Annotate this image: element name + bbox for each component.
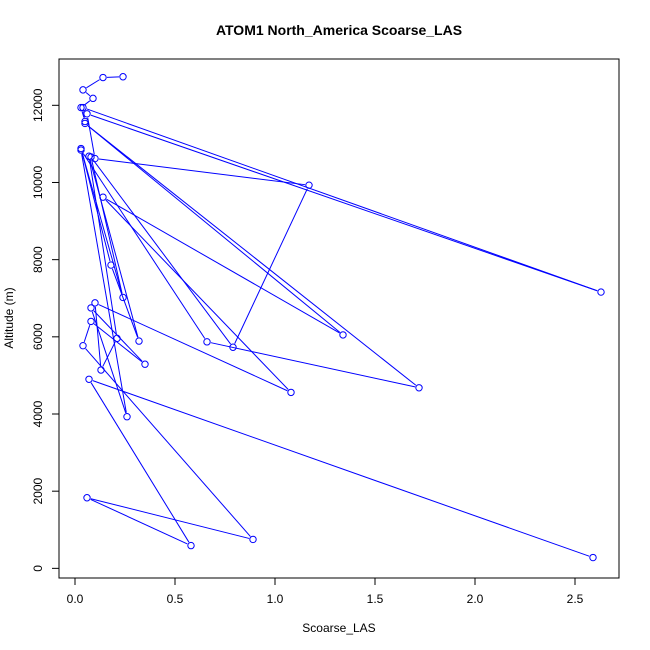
data-point <box>91 154 99 163</box>
data-point <box>107 261 115 269</box>
data-points <box>77 73 605 562</box>
series-line-segment <box>81 153 127 413</box>
series-line-segment <box>92 380 590 557</box>
data-point <box>119 73 127 81</box>
data-point <box>123 413 131 421</box>
series-line-segment <box>87 117 95 155</box>
data-point <box>99 193 107 201</box>
data-point <box>99 73 107 82</box>
x-tick-label: 2.5 <box>567 592 584 606</box>
data-point <box>187 541 195 550</box>
series-line-segment <box>93 323 143 363</box>
data-point <box>135 337 143 345</box>
data-point <box>83 110 91 118</box>
series-line-segment <box>85 348 251 537</box>
x-tick-label: 0.0 <box>67 592 84 606</box>
x-tick-label: 1.5 <box>367 592 384 606</box>
series-line-segment <box>90 114 598 292</box>
y-tick-label: 8000 <box>31 246 45 273</box>
series-line-segment <box>105 199 289 390</box>
series-line-segment <box>210 342 416 388</box>
data-point <box>79 103 87 112</box>
y-tick-label: 4000 <box>31 400 45 427</box>
data-point <box>79 342 87 350</box>
data-point <box>203 338 211 346</box>
data-point <box>83 494 91 502</box>
data-lines <box>81 76 598 557</box>
data-point <box>287 388 295 397</box>
data-point <box>415 384 423 392</box>
data-point <box>229 343 237 351</box>
series-line-segment <box>90 498 250 539</box>
data-point <box>87 153 95 161</box>
chart-title: ATOM1 North_America Scoarse_LAS <box>216 22 462 38</box>
series-line-segment <box>81 111 85 118</box>
data-point <box>119 293 127 302</box>
series-line-segment <box>98 304 288 392</box>
series-line-segment <box>93 310 143 362</box>
series-line-segment <box>86 79 100 89</box>
series-line-segment <box>90 382 190 543</box>
series-line-segment <box>83 100 91 106</box>
series-line-segment <box>111 268 139 338</box>
series-line-segment <box>87 125 417 386</box>
data-point <box>81 119 89 128</box>
x-tick-label: 2.0 <box>467 592 484 606</box>
series-line-segment <box>92 159 232 345</box>
y-axis-title: Altitude (m) <box>2 287 16 348</box>
series-line-segment <box>90 498 188 545</box>
series-line-segment <box>86 108 598 292</box>
x-tick-label: 1.0 <box>267 592 284 606</box>
series-line-segment <box>82 153 206 339</box>
series-line-segment <box>83 325 91 343</box>
y-tick-label: 12000 <box>31 88 45 122</box>
y-tick-label: 6000 <box>31 323 45 350</box>
data-point <box>305 181 313 189</box>
series-line-segment <box>87 125 341 333</box>
data-point <box>87 317 95 326</box>
series-line-segment <box>89 160 117 335</box>
series-line-segment <box>234 188 308 344</box>
data-point <box>89 94 97 103</box>
series-line-segment <box>81 152 111 262</box>
data-point <box>113 334 121 343</box>
series-line-segment <box>102 341 116 367</box>
series-line-segment <box>81 152 123 294</box>
data-point <box>87 304 95 312</box>
series-line-segment <box>94 306 102 367</box>
data-point <box>81 117 89 126</box>
data-point <box>77 144 85 153</box>
y-tick-label: 2000 <box>31 478 45 505</box>
x-axis: 0.0 0.5 1.0 1.5 2.0 2.5 <box>67 577 584 606</box>
data-point <box>589 553 597 562</box>
y-tick-label: 0 <box>31 565 45 572</box>
data-point <box>339 331 347 339</box>
series-line-segment <box>85 92 91 97</box>
data-point <box>79 86 87 94</box>
x-tick-label: 0.5 <box>167 592 184 606</box>
data-point <box>91 299 99 307</box>
series-line-segment <box>91 160 123 294</box>
data-point <box>77 103 85 112</box>
y-axis: 0 2000 4000 6000 8000 10000 12000 <box>31 88 60 572</box>
y-tick-label: 10000 <box>31 165 45 199</box>
series-line-segment <box>91 311 127 414</box>
data-point <box>597 288 605 296</box>
data-point <box>249 535 257 544</box>
data-point <box>141 360 149 368</box>
x-axis-title: Scoarse_LAS <box>302 621 375 635</box>
series-line-segment <box>98 158 306 186</box>
data-point <box>85 375 93 383</box>
series-line-segment <box>106 198 340 334</box>
data-point <box>97 366 105 374</box>
